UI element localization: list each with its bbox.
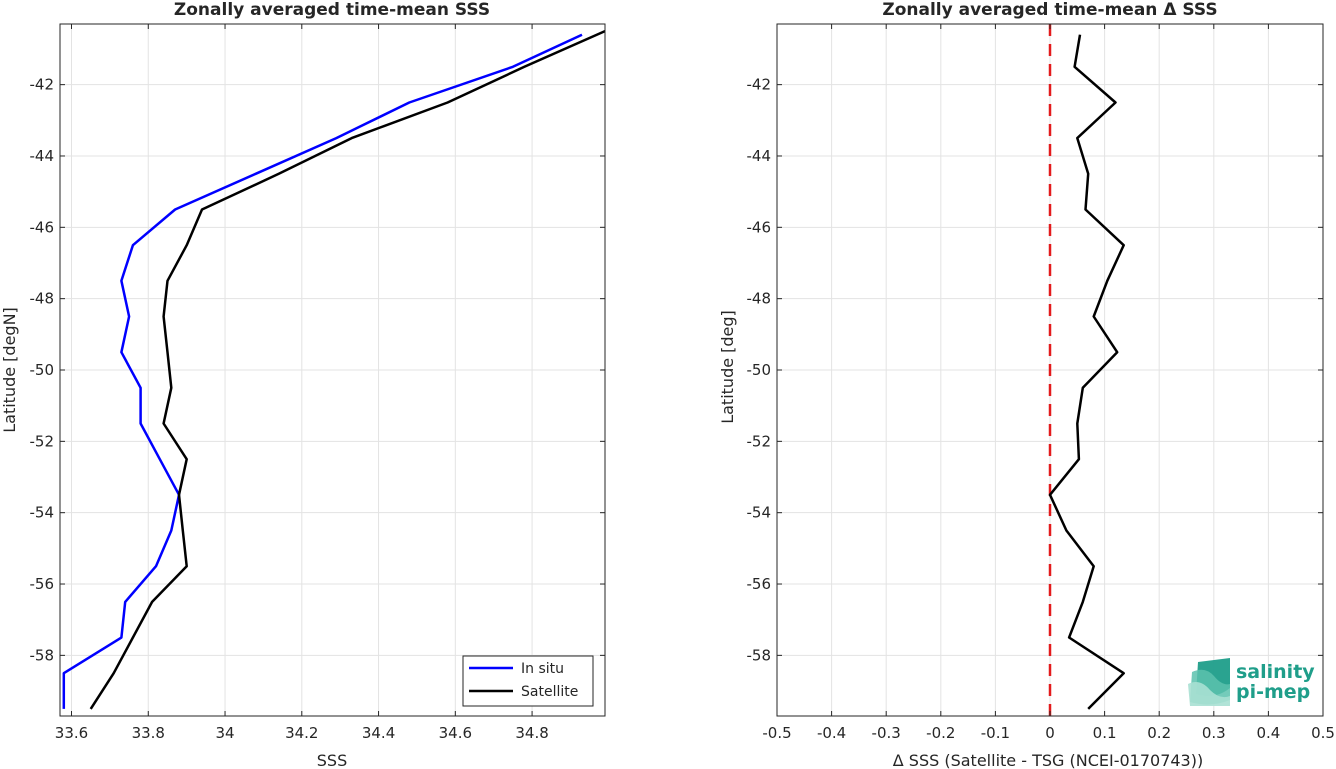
sss-y-axis-label: Latitude [degN]: [0, 307, 19, 433]
sss-y-tick-label: -48: [30, 290, 55, 308]
delta-y-tick-label: -54: [747, 504, 772, 522]
sss-ticks: 33.6 33.8 34 34.2 34.4 34.6 34.8 -58 -56 -54 -52 -5…: [30, 24, 605, 742]
sss-y-tick-label: -58: [30, 646, 55, 664]
delta-x-tick-label: 0: [1045, 724, 1055, 742]
delta-x-tick-label: 0.2: [1147, 724, 1171, 742]
sss-legend: In situ Satellite: [462, 655, 594, 707]
legend-box: [462, 655, 594, 707]
sss-y-tick-label: -54: [30, 504, 55, 522]
delta-x-tick-label: 0.4: [1256, 724, 1280, 742]
sss-x-axis-label: SSS: [317, 751, 347, 769]
delta-y-axis-label: Latitude [deg]: [718, 310, 737, 424]
delta-x-tick-label: -0.5: [762, 724, 791, 742]
sss-y-tick-label: -46: [30, 218, 55, 236]
logo-text-pi-mep: pi-mep: [1236, 681, 1310, 703]
delta-y-tick-label: -52: [747, 432, 772, 450]
sss-y-tick-label: -56: [30, 575, 55, 593]
sss-x-tick-label: 34.4: [362, 724, 395, 742]
delta-x-tick-label: 0.5: [1311, 724, 1335, 742]
delta-x-tick-label: 0.3: [1202, 724, 1226, 742]
sss-x-tick-label: 33.8: [132, 724, 165, 742]
sss-y-tick-label: -44: [30, 147, 55, 165]
series-line-satellite: [89, 29, 606, 710]
delta-y-tick-label: -44: [747, 147, 772, 165]
delta-ticks: -0.5 -0.4 -0.3 -0.2 -0.1 0 0.1 0.2 0.3 0.4 0.5 -58 -…: [747, 24, 1335, 742]
sss-series-group: [62, 29, 606, 710]
sss-chart-title: Zonally averaged time-mean SSS: [174, 0, 490, 20]
delta-y-tick-label: -42: [747, 76, 772, 94]
sss-y-tick-label: -42: [30, 76, 55, 94]
delta-x-tick-label: -0.3: [872, 724, 901, 742]
series-line-delta: [1048, 34, 1125, 710]
delta-y-tick-label: -58: [747, 646, 772, 664]
sss-grid: [60, 24, 605, 716]
logo-text-salinity: salinity: [1236, 661, 1315, 683]
delta-sss-chart: Zonally averaged time-mean Δ SSS -0.5 -0.…: [718, 0, 1335, 769]
logo-wave-icon: [1188, 658, 1230, 706]
delta-x-axis-label: Δ SSS (Satellite - TSG (NCEI-0170743)): [893, 751, 1203, 769]
sss-x-tick-label: 33.6: [55, 724, 88, 742]
sss-y-tick-label: -52: [30, 432, 55, 450]
sss-x-tick-label: 34: [215, 724, 234, 742]
delta-y-tick-label: -50: [747, 361, 772, 379]
delta-x-tick-label: -0.1: [981, 724, 1010, 742]
legend-label-satellite: Satellite: [521, 684, 578, 700]
sss-x-tick-label: 34.2: [285, 724, 318, 742]
delta-y-tick-label: -46: [747, 218, 772, 236]
sss-x-tick-label: 34.8: [515, 724, 548, 742]
legend-label-in-situ: In situ: [521, 661, 564, 677]
salinity-pi-mep-logo: salinity pi-mep: [1188, 658, 1315, 706]
delta-y-tick-label: -56: [747, 575, 772, 593]
sss-x-tick-label: 34.6: [439, 724, 472, 742]
series-line-in-situ: [62, 33, 583, 709]
delta-y-tick-label: -48: [747, 290, 772, 308]
sss-y-tick-label: -50: [30, 361, 55, 379]
delta-x-tick-label: -0.2: [926, 724, 955, 742]
delta-series-group: [1048, 24, 1125, 716]
delta-x-tick-label: 0.1: [1093, 724, 1117, 742]
delta-x-tick-label: -0.4: [817, 724, 846, 742]
sss-chart: Zonally averaged time-mean SSS 33.6 33.8 3…: [0, 0, 606, 769]
delta-sss-chart-title: Zonally averaged time-mean Δ SSS: [882, 0, 1217, 20]
